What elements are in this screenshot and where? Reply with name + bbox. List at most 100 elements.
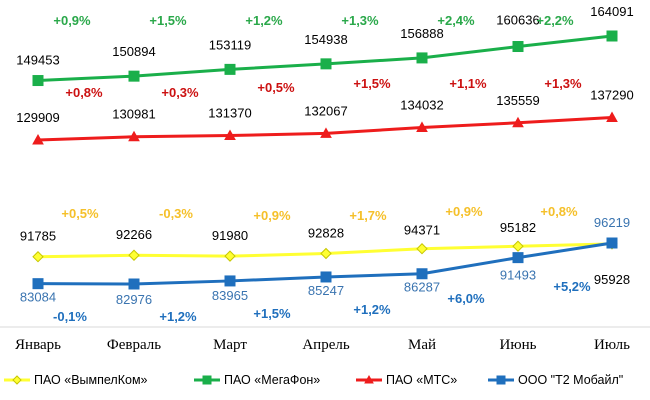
x-tick-label-4: Май	[408, 337, 436, 353]
data-point-megafon-0	[32, 75, 44, 87]
data-label-vimpelcom-3: 92828	[308, 225, 344, 240]
legend-label-megafon: ПАО «МегаФон»	[224, 373, 320, 387]
series-vimpelcom: 91785 92266 91980 92828 94371 95182 95928 +0,5%…	[20, 204, 630, 287]
data-label-mts-6: 137290	[590, 88, 633, 103]
change-label-mts-4: +1,1%	[449, 76, 487, 91]
data-label-mts-3: 132067	[304, 103, 347, 118]
data-label-t2-0: 83084	[20, 290, 56, 305]
data-point-t2-5	[512, 252, 524, 264]
data-label-vimpelcom-0: 91785	[20, 229, 56, 244]
change-label-megafon-1: +1,5%	[149, 13, 187, 28]
data-label-megafon-3: 154938	[304, 32, 347, 47]
x-tick-label-5: Июнь	[500, 337, 537, 353]
legend-marker-megafon	[202, 375, 212, 385]
legend: ПАО «ВымпелКом» ПАО «МегаФон» ПАО «МТС» ООО…	[4, 373, 623, 387]
plot-area: 91785 92266 91980 92828 94371 95182 95928 +0,5%…	[16, 4, 633, 324]
data-label-megafon-5: 160636	[496, 13, 539, 28]
legend-item-mts: ПАО «МТС»	[356, 373, 457, 387]
data-point-megafon-6	[606, 30, 618, 42]
data-point-mts-6	[606, 111, 618, 123]
data-label-t2-6: 96219	[594, 215, 630, 230]
change-label-mts-5: +1,3%	[544, 76, 582, 91]
legend-marker-vimpelcom	[12, 375, 22, 385]
change-label-mts-1: +0,3%	[161, 85, 199, 100]
change-label-t2-3: +1,2%	[353, 302, 391, 317]
x-tick-label-6: Июль	[594, 337, 630, 353]
data-label-megafon-6: 164091	[590, 4, 633, 19]
data-point-t2-4	[416, 268, 428, 280]
data-point-mts-4	[416, 121, 428, 132]
data-point-megafon-1	[128, 70, 140, 82]
change-label-mts-3: +1,5%	[353, 76, 391, 91]
x-tick-label-2: Март	[213, 337, 247, 353]
data-label-megafon-1: 150894	[112, 44, 155, 59]
change-label-t2-0: -0,1%	[53, 309, 87, 324]
data-point-megafon-2	[224, 63, 236, 75]
data-point-mts-5	[512, 116, 524, 128]
data-point-megafon-4	[416, 52, 428, 64]
data-label-megafon-4: 156888	[400, 26, 443, 41]
data-label-t2-5: 91493	[500, 268, 536, 283]
legend-marker-mts	[364, 374, 374, 384]
x-axis-tick-labels: Январь Февраль Март Апрель Май Июнь Июль	[15, 337, 630, 353]
change-label-mts-2: +0,5%	[257, 80, 295, 95]
change-label-t2-2: +1,5%	[253, 306, 291, 321]
data-label-t2-3: 85247	[308, 283, 344, 298]
change-label-megafon-3: +1,3%	[341, 13, 379, 28]
data-label-mts-0: 129909	[16, 110, 59, 125]
data-label-vimpelcom-6: 95928	[594, 272, 630, 287]
data-point-vimpelcom-3	[320, 247, 332, 260]
change-label-megafon-2: +1,2%	[245, 13, 283, 28]
x-tick-label-3: Апрель	[302, 337, 350, 353]
data-label-vimpelcom-4: 94371	[404, 223, 440, 238]
change-label-t2-4: +6,0%	[447, 291, 485, 306]
data-label-mts-5: 135559	[496, 93, 539, 108]
change-label-megafon-0: +0,9%	[53, 13, 91, 28]
change-label-megafon-5: +2,2%	[536, 13, 574, 28]
data-point-mts-0	[32, 133, 44, 145]
legend-label-vimpelcom: ПАО «ВымпелКом»	[34, 373, 148, 387]
legend-label-mts: ПАО «МТС»	[386, 373, 457, 387]
data-label-megafon-2: 153119	[209, 37, 251, 52]
data-label-mts-2: 131370	[208, 106, 251, 121]
data-point-megafon-5	[512, 41, 524, 53]
change-label-vimpelcom-1: -0,3%	[159, 206, 193, 221]
data-point-vimpelcom-1	[128, 249, 140, 261]
data-point-mts-1	[128, 130, 140, 142]
change-label-megafon-4: +2,4%	[437, 13, 475, 28]
data-label-vimpelcom-5: 95182	[500, 220, 536, 235]
change-label-vimpelcom-5: +0,8%	[540, 204, 578, 219]
change-label-vimpelcom-4: +0,9%	[445, 204, 483, 219]
change-label-vimpelcom-2: +0,9%	[253, 208, 291, 223]
data-label-vimpelcom-2: 91980	[212, 228, 248, 243]
legend-item-t2: ООО "Т2 Мобайл"	[488, 373, 623, 387]
data-point-t2-2	[224, 275, 236, 287]
data-point-vimpelcom-2	[224, 250, 236, 262]
data-point-t2-1	[128, 278, 140, 290]
data-label-t2-2: 83965	[212, 288, 248, 303]
data-point-vimpelcom-5	[512, 240, 524, 252]
x-tick-label-1: Февраль	[107, 337, 161, 353]
data-point-t2-3	[320, 271, 332, 283]
legend-item-megafon: ПАО «МегаФон»	[194, 373, 320, 387]
change-label-t2-5: +5,2%	[553, 279, 591, 294]
series-megafon: 149453 150894 153119 154938 156888 160636 1640…	[16, 4, 634, 87]
data-point-mts-2	[224, 129, 236, 141]
data-point-vimpelcom-0	[32, 251, 44, 263]
data-label-t2-1: 82976	[116, 292, 152, 307]
data-point-t2-0	[32, 278, 44, 290]
data-point-vimpelcom-4	[416, 243, 428, 255]
x-tick-label-0: Январь	[15, 337, 61, 353]
data-label-mts-1: 130981	[112, 107, 155, 122]
change-label-mts-0: +0,8%	[65, 85, 103, 100]
series-mts: 129909 130981 131370 132067 134032 135559 1372…	[16, 76, 634, 145]
data-label-t2-4: 86287	[404, 280, 440, 295]
series-t2: 83084 82976 83965 85247 86287 91493 96219 -0,1%…	[20, 215, 630, 324]
legend-marker-t2	[496, 375, 506, 385]
legend-label-t2: ООО "Т2 Мобайл"	[518, 373, 623, 387]
data-label-vimpelcom-1: 92266	[116, 227, 152, 242]
data-point-megafon-3	[320, 58, 332, 70]
data-label-mts-4: 134032	[400, 97, 443, 112]
data-label-megafon-0: 149453	[16, 53, 59, 68]
data-point-mts-3	[320, 127, 332, 138]
